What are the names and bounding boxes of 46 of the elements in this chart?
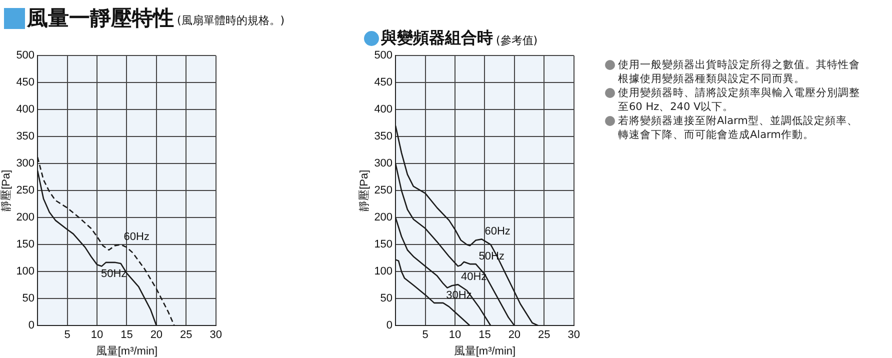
y-tick-label: 100: [16, 266, 35, 278]
chart-title: 風量一靜壓特性: [27, 5, 174, 32]
y-tick-label: 500: [16, 50, 35, 62]
y-axis-title: 靜壓[Pa]: [0, 170, 13, 212]
y-tick-label: 350: [374, 130, 393, 143]
y-tick-label: 450: [374, 76, 393, 89]
y-tick-label: 0: [386, 320, 393, 332]
x-tick-label: 15: [120, 329, 133, 342]
y-tick-label: 200: [16, 212, 35, 224]
y-tick-label: 300: [374, 158, 393, 170]
x-tick-label: 30: [568, 329, 580, 342]
text: 使用一般變頻器出貨時設定所得之數值。其特性會根據使用變頻器種類與設定不同而異。: [618, 59, 860, 85]
y-tick-label: 0: [28, 320, 35, 332]
x-tick-label: 25: [538, 329, 550, 342]
x-tick-label: 30: [210, 329, 222, 342]
text: 若將變頻器連接至附Alarm型、並調低設定頻率、轉速會下降、而可能會造成Alarm作動。: [618, 115, 858, 141]
y-tick-label: 400: [16, 104, 35, 116]
x-tick-label: 5: [422, 329, 428, 342]
y-axis-title: 靜壓[Pa]: [358, 170, 371, 212]
x-tick-label: 10: [90, 329, 104, 342]
x-tick-label: 5: [64, 329, 70, 342]
y-tick-label: 50: [22, 292, 35, 305]
y-tick-label: 350: [16, 130, 35, 143]
y-tick-label: 150: [16, 238, 35, 251]
x-tick-label: 20: [150, 329, 163, 342]
x-tick-label: 20: [508, 329, 521, 342]
y-tick-label: 250: [16, 184, 35, 197]
x-axis-title: 風量[m³/min]: [96, 345, 158, 358]
chart-subtitle: (風扇單體時的規格。): [177, 12, 285, 28]
x-axis-title: 風量[m³/min]: [454, 345, 516, 358]
series-label: 60Hz: [484, 226, 510, 238]
y-tick-label: 400: [374, 104, 393, 116]
chart-title: 與變頻器組合時: [381, 28, 493, 49]
y-tick-label: 100: [374, 266, 393, 278]
chart-subtitle: (參考值): [496, 33, 538, 48]
y-tick-label: 200: [374, 212, 393, 224]
y-tick-label: 50: [380, 292, 393, 305]
y-tick-label: 300: [16, 158, 35, 170]
x-tick-label: 25: [180, 329, 192, 342]
y-tick-label: 500: [374, 50, 393, 62]
text: 使用變頻器時、請將設定頻率與輸入電壓分別調整至60 Hz、240 V以下。: [618, 87, 860, 113]
x-tick-label: 15: [478, 329, 491, 342]
x-tick-label: 10: [448, 329, 462, 342]
y-tick-label: 450: [16, 76, 35, 89]
y-tick-label: 150: [374, 238, 393, 251]
y-tick-label: 250: [374, 184, 393, 197]
